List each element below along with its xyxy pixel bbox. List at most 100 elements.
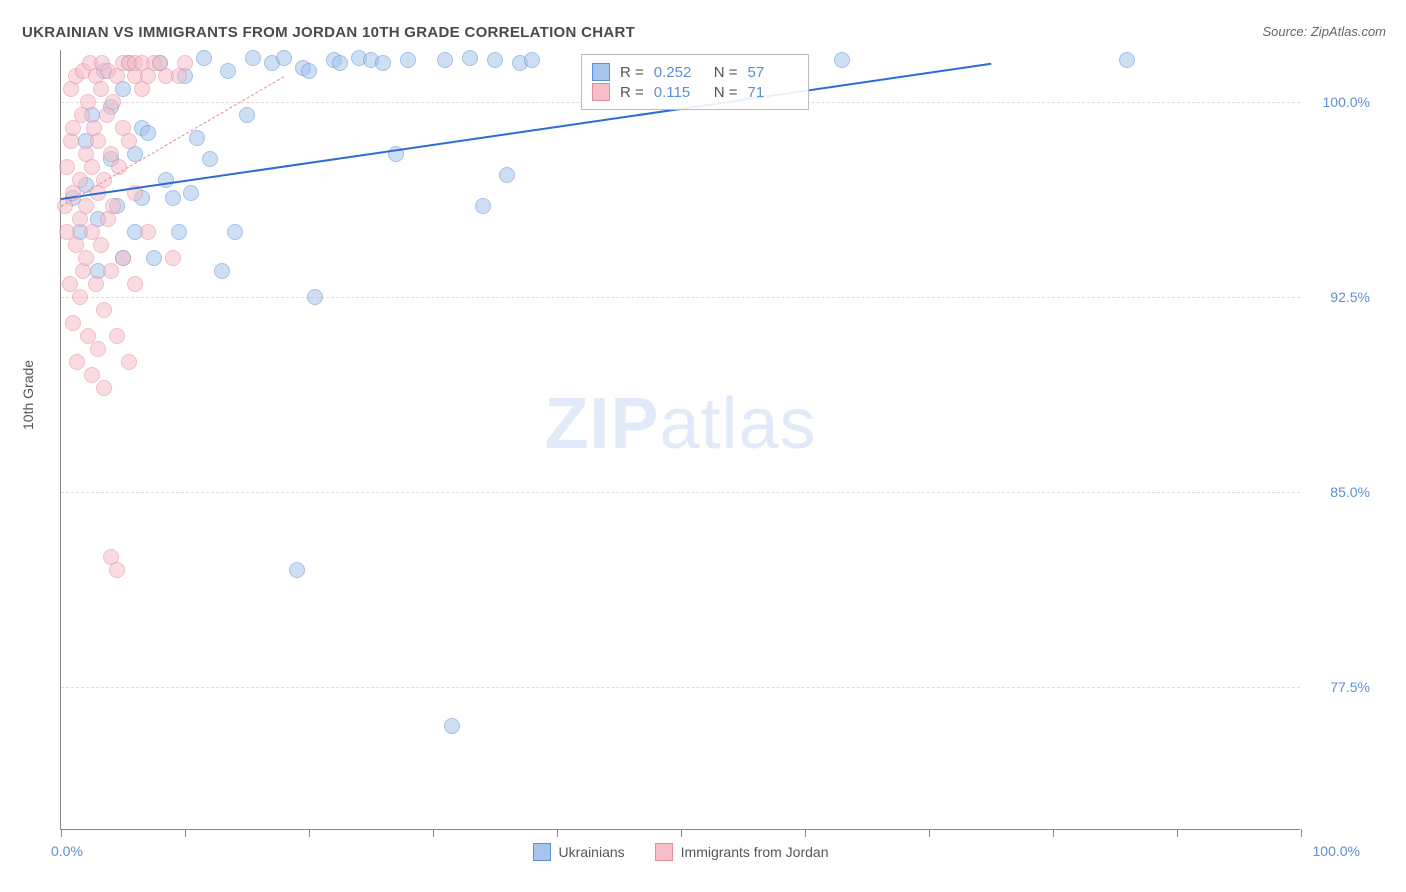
data-point xyxy=(109,562,125,578)
data-point xyxy=(400,52,416,68)
data-point xyxy=(72,289,88,305)
data-point xyxy=(90,341,106,357)
data-point xyxy=(202,151,218,167)
xtick xyxy=(1177,829,1178,837)
xtick xyxy=(309,829,310,837)
data-point xyxy=(487,52,503,68)
data-point xyxy=(437,52,453,68)
data-point xyxy=(227,224,243,240)
ytick-label: 100.0% xyxy=(1323,94,1370,110)
data-point xyxy=(84,367,100,383)
data-point xyxy=(475,198,491,214)
data-point xyxy=(165,250,181,266)
swatch-pink-icon xyxy=(655,843,673,861)
legend-label-jordan: Immigrants from Jordan xyxy=(681,844,829,860)
stats-row-ukrainians: R = 0.252 N = 57 xyxy=(592,63,798,81)
stats-legend: R = 0.252 N = 57 R = 0.115 N = 71 xyxy=(581,54,809,110)
stats-row-jordan: R = 0.115 N = 71 xyxy=(592,83,798,101)
data-point xyxy=(78,250,94,266)
data-point xyxy=(121,354,137,370)
r-label: R = xyxy=(620,64,644,81)
r-label: R = xyxy=(620,84,644,101)
swatch-blue-icon xyxy=(533,843,551,861)
data-point xyxy=(239,107,255,123)
xtick xyxy=(61,829,62,837)
ytick-label: 92.5% xyxy=(1330,289,1370,305)
data-point xyxy=(171,224,187,240)
data-point xyxy=(183,185,199,201)
ytick-label: 85.0% xyxy=(1330,484,1370,500)
data-point xyxy=(214,263,230,279)
data-point xyxy=(65,315,81,331)
data-point xyxy=(93,237,109,253)
data-point xyxy=(140,125,156,141)
data-point xyxy=(93,81,109,97)
data-point xyxy=(105,198,121,214)
data-point xyxy=(220,63,236,79)
legend-label-ukrainians: Ukrainians xyxy=(559,844,625,860)
x-axis-min-label: 0.0% xyxy=(51,843,83,859)
data-point xyxy=(245,50,261,66)
data-point xyxy=(103,263,119,279)
xtick xyxy=(681,829,682,837)
xtick xyxy=(1301,829,1302,837)
gridline xyxy=(61,687,1300,688)
legend-item-jordan: Immigrants from Jordan xyxy=(655,843,829,861)
n-value-ukrainians: 57 xyxy=(748,64,798,81)
r-value-jordan: 0.115 xyxy=(654,84,704,101)
data-point xyxy=(72,172,88,188)
bottom-legend: Ukrainians Immigrants from Jordan xyxy=(533,843,829,861)
data-point xyxy=(84,159,100,175)
watermark-bold: ZIP xyxy=(544,384,659,464)
data-point xyxy=(289,562,305,578)
legend-item-ukrainians: Ukrainians xyxy=(533,843,625,861)
data-point xyxy=(158,172,174,188)
data-point xyxy=(146,250,162,266)
gridline xyxy=(61,297,1300,298)
ytick-label: 77.5% xyxy=(1330,679,1370,695)
data-point xyxy=(499,167,515,183)
xtick xyxy=(805,829,806,837)
data-point xyxy=(444,718,460,734)
data-point xyxy=(165,190,181,206)
data-point xyxy=(109,328,125,344)
xtick xyxy=(1053,829,1054,837)
xtick xyxy=(557,829,558,837)
xtick xyxy=(929,829,930,837)
data-point xyxy=(462,50,478,66)
gridline xyxy=(61,492,1300,493)
data-point xyxy=(59,159,75,175)
data-point xyxy=(90,133,106,149)
n-label: N = xyxy=(714,64,738,81)
data-point xyxy=(115,250,131,266)
watermark-light: atlas xyxy=(659,384,816,464)
source-attribution: Source: ZipAtlas.com xyxy=(1262,24,1386,39)
data-point xyxy=(189,130,205,146)
data-point xyxy=(834,52,850,68)
chart-title: UKRAINIAN VS IMMIGRANTS FROM JORDAN 10TH… xyxy=(22,24,635,41)
r-value-ukrainians: 0.252 xyxy=(654,64,704,81)
xtick xyxy=(433,829,434,837)
data-point xyxy=(88,276,104,292)
data-point xyxy=(524,52,540,68)
xtick xyxy=(185,829,186,837)
scatter-plot: ZIPatlas 77.5%85.0%92.5%100.0% R = 0.252… xyxy=(60,50,1300,830)
data-point xyxy=(140,224,156,240)
data-point xyxy=(105,94,121,110)
data-point xyxy=(127,276,143,292)
data-point xyxy=(276,50,292,66)
data-point xyxy=(196,50,212,66)
y-axis-label: 10th Grade xyxy=(20,360,36,430)
data-point xyxy=(121,133,137,149)
x-axis-max-label: 100.0% xyxy=(1313,843,1360,859)
data-point xyxy=(96,302,112,318)
n-value-jordan: 71 xyxy=(748,84,798,101)
data-point xyxy=(80,94,96,110)
watermark: ZIPatlas xyxy=(544,383,816,465)
data-point xyxy=(1119,52,1135,68)
data-point xyxy=(301,63,317,79)
data-point xyxy=(78,198,94,214)
data-point xyxy=(332,55,348,71)
data-point xyxy=(96,380,112,396)
data-point xyxy=(177,55,193,71)
